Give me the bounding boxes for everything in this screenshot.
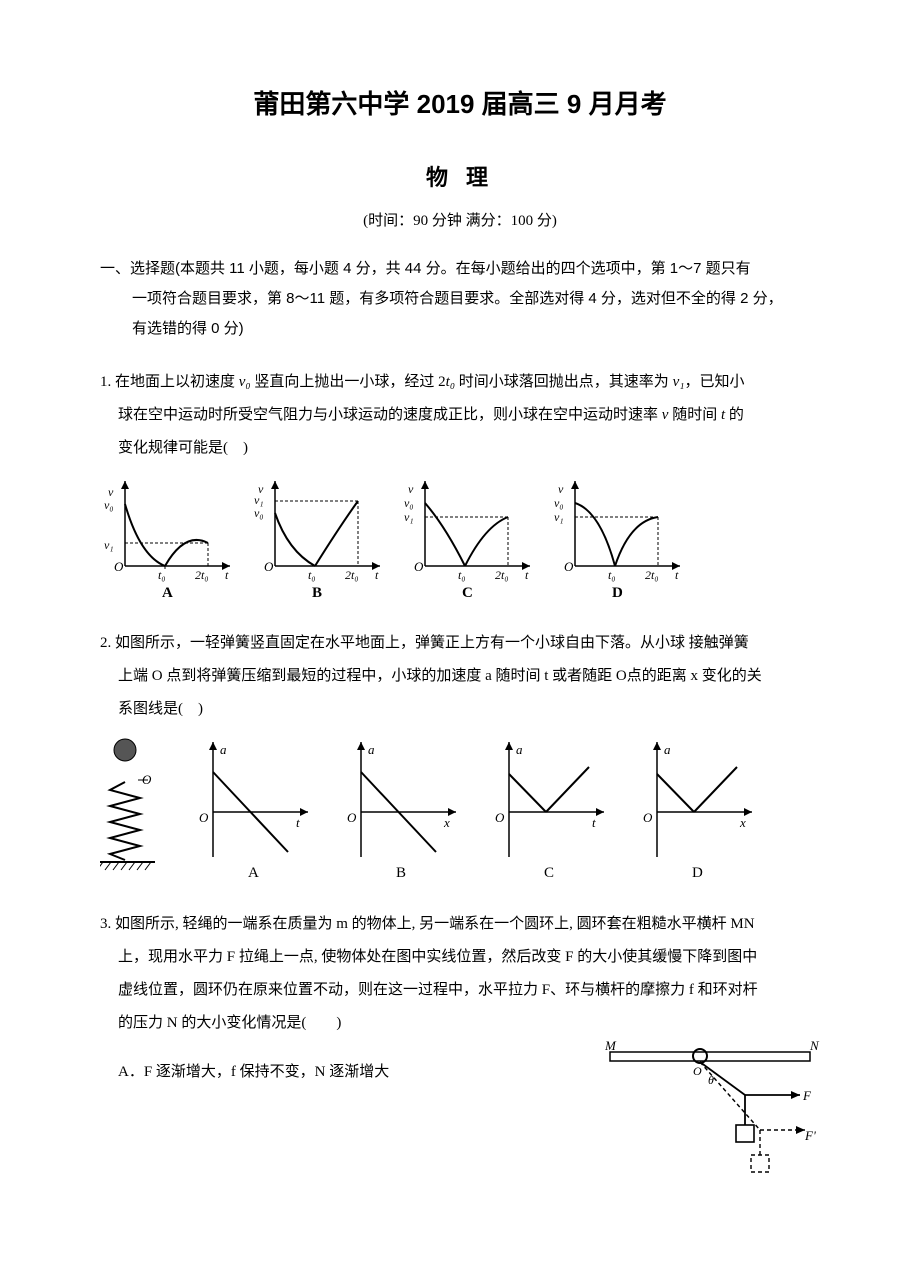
svg-text:F: F <box>802 1088 812 1103</box>
q2-fig-a: a O t A <box>188 732 318 882</box>
svg-text:B: B <box>396 865 406 881</box>
svg-text:v₀: v₀ <box>254 506 264 520</box>
svg-text:O: O <box>114 559 124 574</box>
svg-text:t: t <box>296 815 300 830</box>
svg-text:t: t <box>675 568 679 582</box>
svg-text:2t₀: 2t₀ <box>645 568 659 582</box>
svg-text:2t₀: 2t₀ <box>495 568 509 582</box>
svg-text:B: B <box>312 585 322 601</box>
section-instruction: 一、选择题(本题共 11 小题，每小题 4 分，共 44 分。在每小题给出的四个… <box>100 254 820 344</box>
svg-text:O: O <box>347 810 357 825</box>
q3-text: 3. 如图所示, 轻绳的一端系在质量为 m 的物体上, 另一端系在一个圆环上, … <box>100 916 755 932</box>
question-2: 2. 如图所示，一轻弹簧竖直固定在水平地面上，弹簧正上方有一个小球自由下落。从小… <box>100 627 820 882</box>
svg-text:t₀: t₀ <box>458 568 466 582</box>
svg-text:x: x <box>443 815 450 830</box>
svg-text:O: O <box>264 559 274 574</box>
q2-text: 2. 如图所示，一轻弹簧竖直固定在水平地面上，弹簧正上方有一个小球自由下落。从小… <box>100 635 749 651</box>
svg-text:a: a <box>220 742 227 757</box>
svg-text:F': F' <box>804 1128 816 1143</box>
q3-text: 虚线位置，圆环仍在原来位置不动，则在这一过程中，水平拉力 F、环与横杆的摩擦力 … <box>100 974 820 1007</box>
svg-text:v: v <box>108 485 114 499</box>
q1-t0: t₀ <box>446 374 455 390</box>
q2-springball: O <box>100 732 170 882</box>
svg-text:D: D <box>612 585 623 601</box>
svg-text:a: a <box>368 742 375 757</box>
svg-text:a: a <box>516 742 523 757</box>
svg-text:v₀: v₀ <box>104 498 114 512</box>
svg-text:t: t <box>375 568 379 582</box>
svg-text:C: C <box>544 865 554 881</box>
svg-text:v₁: v₁ <box>254 493 264 507</box>
svg-text:v: v <box>408 482 414 496</box>
instr-line2: 一项符合题目要求，第 8～11 题，有多项符合题目要求。全部选对得 4 分，选对… <box>100 284 820 314</box>
svg-text:v₁: v₁ <box>404 510 414 524</box>
q1-text: 的 <box>725 407 744 423</box>
svg-text:v₁: v₁ <box>554 510 564 524</box>
q1-stem: 1. 在地面上以初速度 v₀ 竖直向上抛出一小球，经过 2t₀ 时间小球落回抛出… <box>100 366 820 465</box>
svg-text:A: A <box>162 585 173 601</box>
q2-text: 上端 O 点到将弹簧压缩到最短的过程中，小球的加速度 a 随时间 t 或者随距 … <box>100 660 820 693</box>
svg-text:x: x <box>739 815 746 830</box>
exam-title: 莆田第六中学 2019 届高三 9 月月考 <box>100 80 820 129</box>
svg-text:O: O <box>693 1064 702 1078</box>
svg-text:t₀: t₀ <box>608 568 616 582</box>
svg-text:v₀: v₀ <box>554 496 564 510</box>
subject-title: 物 理 <box>100 157 820 199</box>
svg-text:M: M <box>605 1040 617 1053</box>
q2-text: 系图线是( ) <box>100 693 820 726</box>
svg-text:v₁: v₁ <box>104 538 114 552</box>
q2-fig-b: a O x B <box>336 732 466 882</box>
svg-text:v: v <box>558 482 564 496</box>
svg-text:O: O <box>414 559 424 574</box>
q1-fig-b: O v v₁ v₀ t₀ 2t₀ t B <box>250 471 390 601</box>
svg-text:2t₀: 2t₀ <box>195 568 209 582</box>
svg-text:t: t <box>225 568 229 582</box>
q3-option-a: A．F 逐渐增大，f 保持不变，N 逐渐增大 <box>100 1058 591 1087</box>
q1-figs: O v v₀ v₁ t₀ 2t₀ t A O v v₁ v₀ t₀ 2t₀ <box>100 471 820 601</box>
q1-text: 竖直向上抛出一小球，经过 2 <box>251 374 446 390</box>
q2-stem: 2. 如图所示，一轻弹簧竖直固定在水平地面上，弹簧正上方有一个小球自由下落。从小… <box>100 627 820 726</box>
q1-fig-a: O v v₀ v₁ t₀ 2t₀ t A <box>100 471 240 601</box>
q3-figure: M N O F θ F' <box>605 1040 820 1180</box>
svg-text:t: t <box>525 568 529 582</box>
q3-text: 的压力 N 的大小变化情况是( ) <box>100 1007 820 1040</box>
q3-text: 上，现用水平力 F 拉绳上一点, 使物体处在图中实线位置，然后改变 F 的大小使… <box>100 941 820 974</box>
q2-figs: O a O t A <box>100 732 820 882</box>
q1-text: 时间小球落回抛出点，其速率为 <box>455 374 673 390</box>
svg-text:2t₀: 2t₀ <box>345 568 359 582</box>
instr-line3: 有选错的得 0 分) <box>100 314 820 344</box>
svg-text:a: a <box>664 742 671 757</box>
svg-text:O: O <box>643 810 653 825</box>
q2-fig-d: a O x D <box>632 732 762 882</box>
q1-v1: v₁ <box>673 374 685 390</box>
q1-text: 1. 在地面上以初速度 <box>100 374 239 390</box>
svg-text:O: O <box>495 810 505 825</box>
svg-text:t₀: t₀ <box>308 568 316 582</box>
svg-text:D: D <box>692 865 703 881</box>
q1-text: ，已知小 <box>684 374 744 390</box>
q1-text: 变化规律可能是( ) <box>100 432 820 465</box>
question-3: 3. 如图所示, 轻绳的一端系在质量为 m 的物体上, 另一端系在一个圆环上, … <box>100 908 820 1180</box>
q2-fig-c: a O t C <box>484 732 614 882</box>
svg-text:O: O <box>199 810 209 825</box>
question-1: 1. 在地面上以初速度 v₀ 竖直向上抛出一小球，经过 2t₀ 时间小球落回抛出… <box>100 366 820 601</box>
svg-text:t₀: t₀ <box>158 568 166 582</box>
svg-text:O: O <box>564 559 574 574</box>
q1-v0: v₀ <box>239 374 251 390</box>
q1-fig-d: O v v₀ v₁ t₀ 2t₀ t D <box>550 471 690 601</box>
svg-text:t: t <box>592 815 596 830</box>
svg-text:v₀: v₀ <box>404 496 414 510</box>
svg-text:C: C <box>462 585 473 601</box>
q1-fig-c: O v v₀ v₁ t₀ 2t₀ t C <box>400 471 540 601</box>
svg-text:N: N <box>809 1040 820 1053</box>
q1-text: 球在空中运动时所受空气阻力与小球运动的速度成正比，则小球在空中运动时速率 <box>118 407 662 423</box>
q3-stem: 3. 如图所示, 轻绳的一端系在质量为 m 的物体上, 另一端系在一个圆环上, … <box>100 908 820 1040</box>
exam-meta: (时间：90 分钟 满分：100 分) <box>100 207 820 236</box>
svg-text:A: A <box>248 865 259 881</box>
q1-text: 随时间 <box>668 407 721 423</box>
instr-line1: 一、选择题(本题共 11 小题，每小题 4 分，共 44 分。在每小题给出的四个… <box>100 260 751 277</box>
